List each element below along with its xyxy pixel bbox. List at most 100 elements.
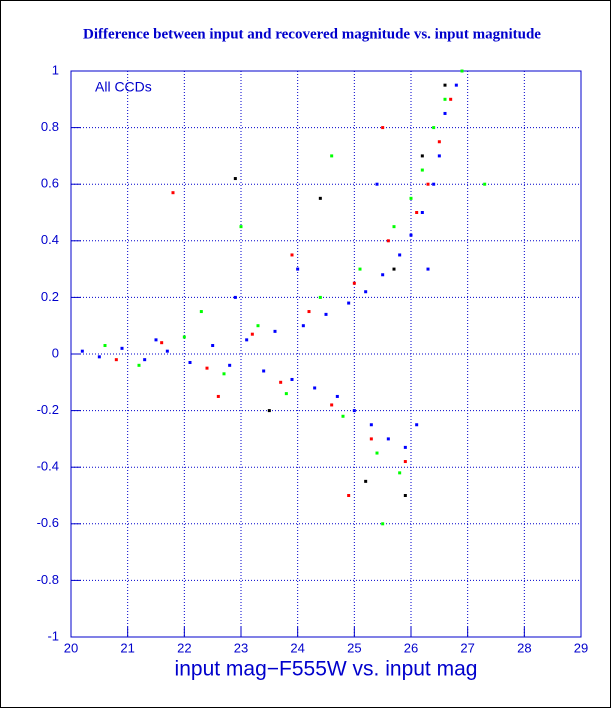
point [375,451,379,455]
point [307,310,311,314]
point [460,69,464,73]
point [233,295,237,299]
point [205,366,209,370]
point [381,273,385,277]
point [347,494,351,497]
point [426,182,430,186]
point [199,310,203,314]
point [114,358,118,362]
point [284,392,288,396]
point [386,437,390,441]
point [443,97,447,101]
point [426,267,430,271]
point [335,394,339,398]
x-tick-label: 22 [177,640,191,655]
y-tick-label: 0.8 [41,119,59,134]
chart-title: Difference between input and recovered m… [83,26,541,42]
y-tick-label: -0.2 [37,402,59,417]
point [318,196,322,200]
point [364,479,368,483]
point [443,111,447,115]
point [432,182,436,186]
point [369,437,373,441]
point [483,182,487,186]
point [160,341,164,345]
point [341,414,345,418]
point [352,409,356,413]
point [290,253,294,257]
point [369,423,373,427]
point [443,83,447,87]
point [262,369,266,373]
point [250,332,254,336]
point [313,386,317,390]
point [171,191,175,195]
point [409,196,413,200]
x-tick-label: 20 [64,640,78,655]
point [239,225,243,229]
point [420,168,424,172]
point [301,324,305,328]
point [364,290,368,294]
point [437,154,441,158]
y-tick-label: 0.4 [41,232,59,247]
y-tick-label: 0.6 [41,176,59,191]
point [381,522,385,526]
x-tick-label: 29 [574,640,588,655]
point [279,380,283,384]
y-tick-label: 0.2 [41,289,59,304]
y-tick-label: -0.6 [37,515,59,530]
point [330,403,334,407]
point [347,301,351,305]
point [188,360,192,364]
point [415,423,419,427]
y-tick-label: -0.4 [37,459,59,474]
annotation: All CCDs [95,79,152,95]
point [392,225,396,229]
x-tick-label: 25 [347,640,361,655]
point [137,363,141,367]
point [352,281,356,285]
x-tick-label: 24 [290,640,304,655]
point [398,471,402,475]
point [143,358,147,362]
point [267,409,271,413]
point [256,324,260,328]
point [97,355,101,359]
point [165,349,169,353]
point [409,233,413,237]
point [381,126,385,130]
point [154,338,158,342]
point [398,253,402,257]
point [80,349,84,353]
x-tick-label: 26 [404,640,418,655]
point [182,335,186,339]
point [233,177,237,181]
point [290,377,294,381]
point [296,267,300,271]
point [103,344,107,348]
point [420,154,424,158]
point [386,239,390,243]
point [245,338,249,342]
x-tick-label: 27 [460,640,474,655]
point [449,97,453,101]
y-tick-label: 0 [52,345,59,360]
x-tick-label: 23 [234,640,248,655]
y-tick-label: -1 [47,628,59,643]
y-tick-label: 1 [52,62,59,77]
x-tick-label: 28 [517,640,531,655]
x-tick-label: 21 [120,640,134,655]
point [273,329,277,333]
point [375,182,379,186]
x-axis-label: input mag−F555W vs. input mag [175,658,478,681]
point [222,372,226,376]
point [318,295,322,299]
point [437,140,441,144]
point [403,460,407,464]
point [403,494,407,497]
point [415,211,419,214]
point [216,394,220,398]
point [420,211,424,214]
